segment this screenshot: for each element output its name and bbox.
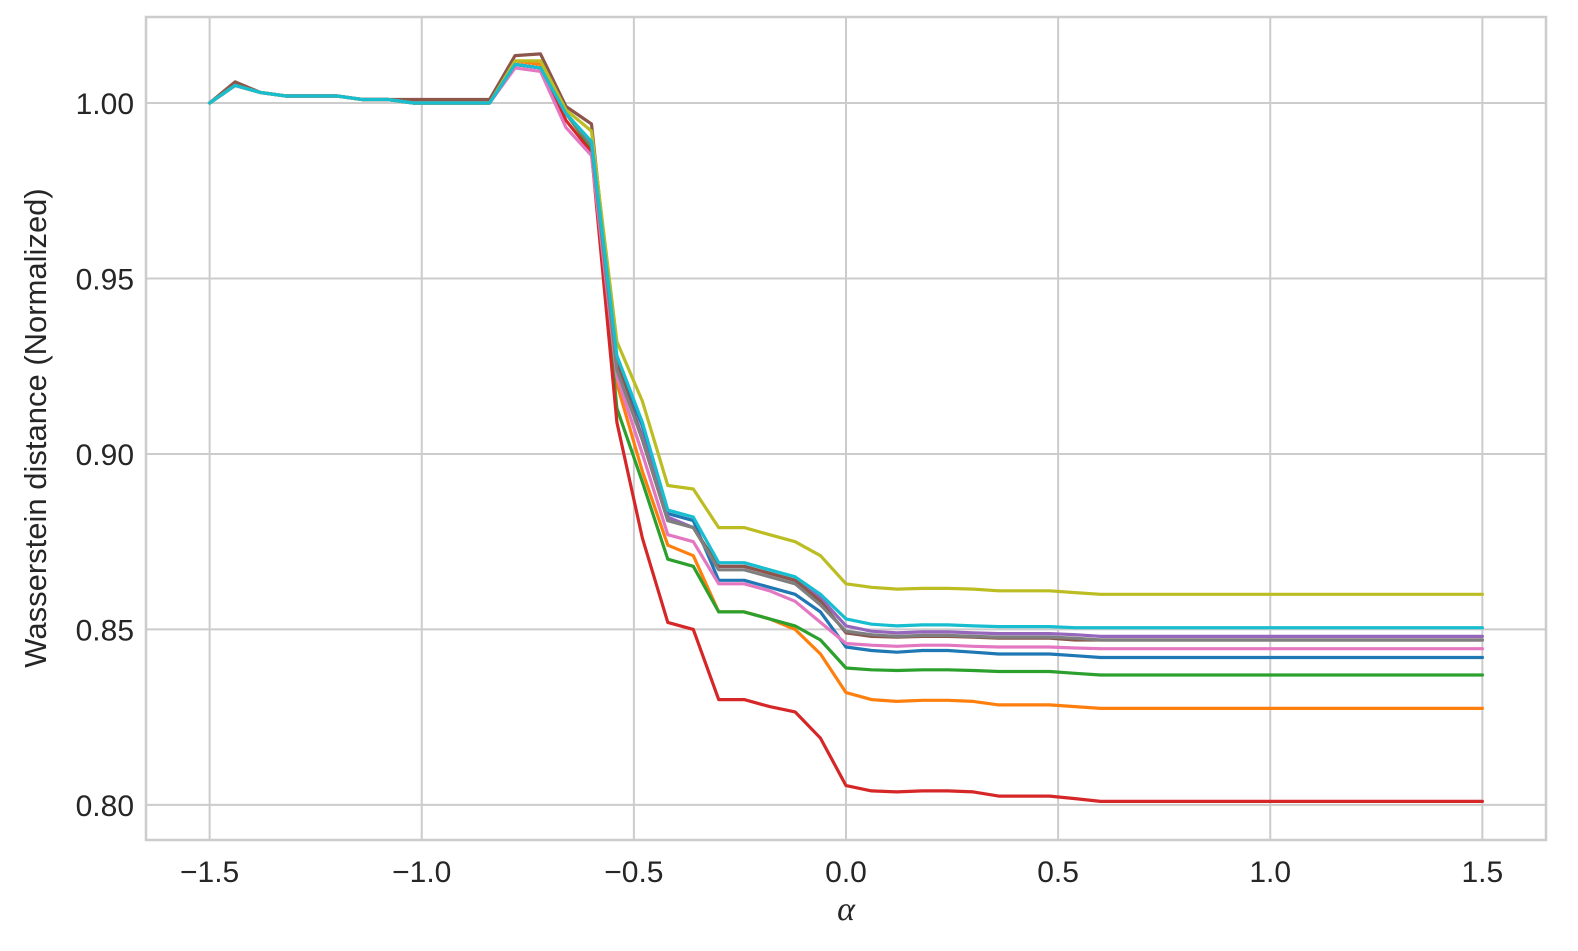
x-tick-label: 1.0 [1249, 856, 1291, 889]
x-tick-label: −1.5 [180, 856, 239, 889]
y-axis-title: Wasserstein distance (Normalized) [18, 188, 53, 668]
x-tick-labels: −1.5 −1.0 −0.5 0.0 0.5 1.0 1.5 [180, 856, 1503, 889]
y-tick-label: 0.95 [76, 263, 134, 296]
series-layer [208, 52, 1485, 804]
y-tick-label: 0.90 [76, 439, 134, 472]
x-tick-label: 0.0 [825, 856, 867, 889]
y-tick-label: 1.00 [76, 88, 134, 121]
series-line-10 [208, 62, 1485, 630]
x-axis-title: α [837, 891, 856, 928]
y-tick-labels: 0.80 0.85 0.90 0.95 1.00 [76, 88, 134, 823]
y-tick-label: 0.80 [76, 790, 134, 823]
plot-frame [144, 15, 1548, 842]
x-tick-label: −0.5 [604, 856, 663, 889]
x-tick-label: 1.5 [1462, 856, 1504, 889]
x-tick-label: 0.5 [1037, 856, 1079, 889]
y-tick-label: 0.85 [76, 614, 134, 647]
x-tick-label: −1.0 [392, 856, 451, 889]
